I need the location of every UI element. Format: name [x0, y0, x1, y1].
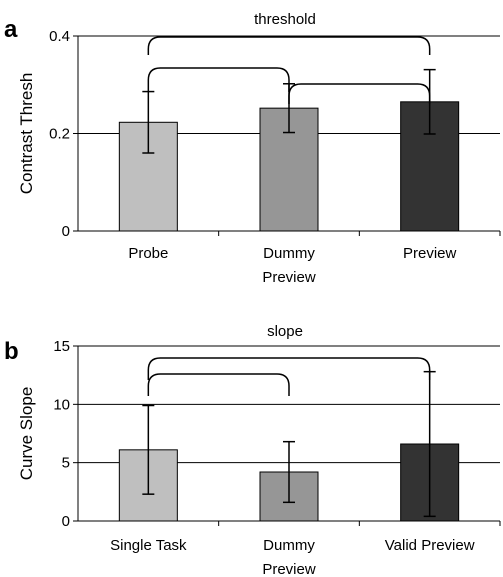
significance-bracket — [288, 83, 431, 104]
x-tick-label: Preview — [262, 561, 316, 577]
y-tick-label: 0.4 — [49, 28, 70, 45]
chart-title: threshold — [254, 11, 316, 28]
y-tick-label: 0 — [62, 223, 70, 240]
panel-b: b slope Curve Slope 0 5 10 15 Single Task Dummy P… — [4, 323, 501, 577]
significance-bracket — [147, 36, 431, 55]
y-axis-label: Contrast Thresh — [17, 73, 36, 195]
significance-bracket — [147, 67, 290, 92]
bar — [400, 101, 460, 232]
y-tick-label: 0.2 — [49, 126, 70, 143]
x-tick-label: Single Task — [110, 537, 187, 554]
y-tick-label: 5 — [62, 455, 70, 472]
panel-a: a threshold Contrast Thresh 0 0.2 0.4 Probe Dum… — [4, 11, 501, 286]
significance-bracket — [147, 373, 290, 396]
x-tick-label: Valid Preview — [385, 537, 475, 554]
panel-letter-b: b — [4, 338, 19, 365]
x-tick-label: Probe — [128, 245, 168, 262]
x-tick-label: Preview — [262, 269, 316, 286]
y-tick-label: 10 — [53, 396, 70, 413]
x-tick-label: Preview — [403, 245, 457, 262]
chart-title: slope — [267, 323, 303, 340]
x-tick-label: Dummy — [263, 245, 315, 262]
y-tick-label: 15 — [53, 338, 70, 355]
y-tick-label: 0 — [62, 513, 70, 530]
panel-letter-a: a — [4, 16, 18, 43]
significance-bracket — [147, 357, 431, 380]
x-tick-label: Dummy — [263, 537, 315, 554]
y-axis-label: Curve Slope — [17, 387, 36, 481]
